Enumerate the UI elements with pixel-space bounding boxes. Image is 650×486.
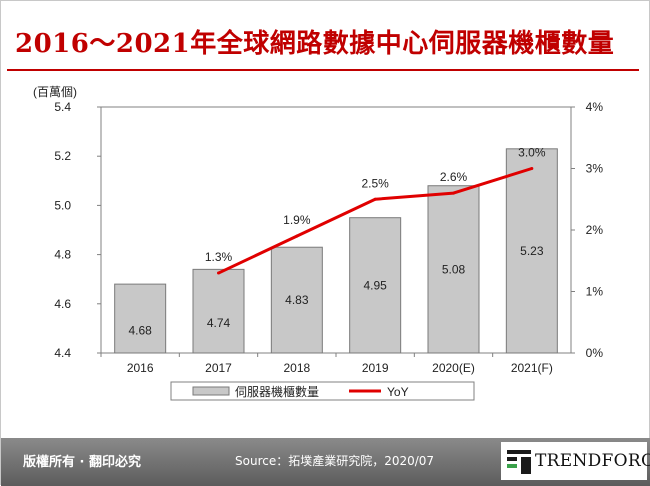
yoy-point: [373, 197, 377, 201]
y-tick-label: 5.4: [54, 100, 71, 114]
trendforce-logo-icon: [507, 450, 531, 474]
yoy-point: [295, 234, 299, 238]
bar: [505, 148, 558, 354]
bar-data-label: 4.83: [285, 293, 309, 307]
chart-title: 2016～2021年全球網路數據中心伺服器機櫃數量: [15, 29, 615, 59]
source-note: Source：拓墣產業研究院，2020/07: [235, 454, 435, 468]
legend-box: [170, 381, 475, 401]
yoy-data-label: 1.9%: [283, 213, 311, 227]
bar-data-label: 4.68: [128, 324, 152, 338]
legend-line-label: YoY: [387, 385, 409, 399]
trendforce-logo: TRENDFORCE: [501, 442, 650, 480]
legend-bar-label: 伺服器機櫃數量: [235, 384, 319, 399]
yoy-point: [217, 271, 220, 275]
yoy-point: [530, 167, 534, 170]
bar-data-label: 4.74: [207, 316, 231, 330]
title-divider: [7, 69, 639, 71]
x-tick-label: 2019: [362, 361, 389, 375]
yoy-data-label: 2.5%: [361, 176, 389, 190]
yoy-data-label: 3.0%: [518, 146, 546, 160]
y-tick-label: 4.8: [54, 248, 71, 262]
x-tick-label: 2017: [205, 361, 232, 375]
yoy-point: [452, 191, 455, 195]
chart-area: 5.4 5.2 5.0 4.8 4.6 4.4 (百萬個) 4% 3% 2% 1% 0% 4.68 201…: [33, 85, 604, 401]
x-tick-label: 2021(F): [511, 361, 553, 375]
bar-data-label: 5.08: [442, 262, 466, 276]
y2-tick-label: 2%: [586, 223, 604, 237]
y2-tick-label: 0%: [586, 346, 604, 360]
yoy-data-label: 2.6%: [440, 170, 468, 184]
bar: [427, 185, 480, 354]
y2-tick-label: 1%: [586, 285, 604, 299]
x-tick-label: 2016: [127, 361, 154, 375]
y2-tick-label: 4%: [586, 100, 604, 114]
plot-border: [100, 106, 572, 354]
y-tick-label: 5.0: [54, 198, 71, 212]
bar-data-label: 5.23: [520, 244, 544, 258]
y-axis-label: (百萬個): [33, 85, 77, 99]
copyright-notice: 版權所有 · 翻印必究: [23, 455, 141, 470]
y-tick-label: 4.4: [54, 346, 71, 360]
bar: [349, 217, 402, 354]
bar: [114, 283, 167, 354]
bar: [270, 246, 323, 354]
y2-tick-label: 3%: [586, 162, 604, 176]
legend-bar-swatch: [192, 386, 230, 396]
y-tick-label: 5.2: [54, 149, 71, 163]
x-tick-label: 2018: [283, 361, 310, 375]
y-tick-label: 4.6: [54, 297, 71, 311]
footer-bar: 版權所有 · 翻印必究 Source：拓墣產業研究院，2020/07 TREND…: [1, 438, 650, 486]
yoy-data-label: 1.3%: [205, 250, 233, 264]
bar-data-label: 4.95: [363, 278, 387, 292]
logo-wordmark: TRENDFORCE: [535, 451, 650, 471]
x-tick-label: 2020(E): [432, 361, 475, 375]
bar: [192, 268, 245, 354]
